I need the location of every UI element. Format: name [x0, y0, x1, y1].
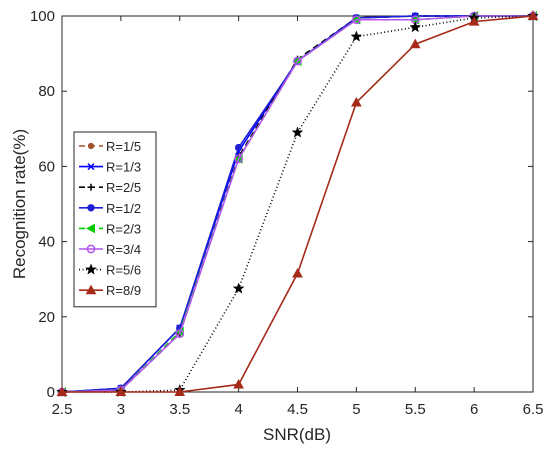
- legend-label: R=3/4: [106, 242, 141, 257]
- y-tick-label: 0: [47, 384, 55, 401]
- legend-label: R=1/5: [106, 139, 141, 154]
- x-tick-label: 4: [234, 401, 242, 418]
- data-point: [291, 126, 304, 138]
- legend-item: R=5/6: [79, 263, 141, 278]
- data-point: [174, 386, 186, 396]
- legend-marker: [87, 163, 95, 171]
- legend-marker: [85, 223, 95, 234]
- legend-marker: [87, 142, 95, 150]
- x-tick-label: 5.5: [405, 401, 426, 418]
- x-tick-label: 4.5: [287, 401, 308, 418]
- legend-marker: [87, 183, 95, 191]
- x-axis-label: SNR(dB): [263, 425, 331, 444]
- y-tick-label: 40: [38, 234, 55, 251]
- data-point: [115, 386, 127, 396]
- y-tick-label: 100: [30, 8, 55, 25]
- data-point: [292, 268, 303, 278]
- data-point: [527, 10, 539, 20]
- legend-label: R=2/3: [106, 221, 141, 236]
- legend-marker: [85, 284, 97, 295]
- legend-marker: [85, 263, 97, 275]
- legend-item: R=8/9: [79, 283, 141, 298]
- data-point: [175, 329, 185, 339]
- y-axis-label: Recognition rate(%): [10, 129, 29, 279]
- data-point: [350, 30, 363, 42]
- x-tick-label: 3.5: [169, 401, 190, 418]
- data-point: [56, 386, 68, 396]
- legend-box: [73, 131, 157, 308]
- data-point: [351, 96, 362, 107]
- data-point: [352, 15, 361, 25]
- legend-item: R=1/3: [79, 160, 141, 175]
- series-r-8-9: [56, 10, 539, 396]
- x-tick-label: 6: [470, 401, 478, 418]
- legend-label: R=1/3: [106, 160, 141, 175]
- series-line: [61, 15, 533, 393]
- data-point: [468, 16, 480, 26]
- legend-item: R=2/3: [79, 221, 141, 236]
- x-tick-label: 3: [117, 401, 125, 418]
- legend-label: R=2/5: [106, 180, 141, 195]
- x-tick-label: 2.5: [52, 401, 73, 418]
- legend-item: R=1/2: [79, 201, 141, 216]
- legend: R=1/5 R=1/3 R=2/5 R=1/2 R=2/3 R=3/4 R=5/6 R=8/9: [73, 131, 157, 308]
- x-tick-label: 6.5: [523, 401, 544, 418]
- legend-marker: [86, 244, 96, 254]
- legend-marker: [87, 204, 95, 212]
- legend-item: R=1/5: [79, 139, 141, 154]
- data-point: [409, 21, 422, 33]
- legend-item: R=2/5: [79, 180, 141, 195]
- data-point: [233, 378, 244, 389]
- y-tick-label: 60: [38, 158, 55, 175]
- axis-ticks: 2.5 3 3.5 4 4.5 5 5.5 6 6.5 0 20 40 60 80 100: [30, 8, 543, 418]
- data-point: [234, 143, 243, 152]
- data-point: [409, 38, 421, 49]
- legend-item: R=3/4: [79, 242, 141, 257]
- data-point: [234, 154, 243, 164]
- legend-label: R=5/6: [106, 263, 141, 278]
- data-point: [293, 56, 302, 66]
- legend-label: R=8/9: [106, 283, 141, 298]
- x-tick-label: 5: [352, 401, 360, 418]
- legend-label: R=1/2: [106, 201, 141, 216]
- series-layer: [56, 9, 539, 398]
- data-point: [232, 282, 245, 294]
- y-tick-label: 20: [38, 309, 55, 326]
- y-tick-label: 80: [38, 83, 55, 100]
